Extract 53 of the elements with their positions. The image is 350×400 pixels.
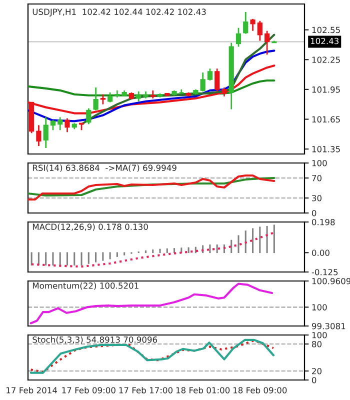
candlestick (36, 124, 42, 147)
chart-title: MACD(12,26,9) 0.178 0.130 (32, 224, 148, 231)
y-tick-label: 102.25 (312, 56, 340, 63)
y-tick-label: 30 (312, 194, 322, 202)
candlestick (43, 116, 48, 149)
candlestick (107, 92, 113, 104)
candlestick (207, 68, 213, 82)
y-tick-label: 100 (312, 160, 327, 166)
candlestick (264, 30, 270, 56)
y-tick-label: 80 (312, 340, 322, 348)
y-tick-label: 101.35 (312, 146, 340, 152)
y-tick-label: 0 (312, 210, 316, 216)
line-series (80, 34, 276, 126)
y-tick-label: 100 (312, 332, 327, 338)
x-tick-label: 17 Feb 17:00 (119, 386, 173, 394)
y-tick-label: 0.198 (312, 218, 335, 226)
x-tick-label: 18 Feb 09:00 (233, 386, 287, 394)
candlestick (64, 118, 70, 133)
y-tick-label: 70 (312, 174, 322, 182)
y-tick-label: 100 (312, 304, 327, 310)
line-series (28, 176, 276, 197)
candlestick (50, 120, 56, 131)
line-series (28, 174, 276, 201)
x-tick-label: 17 Feb 2014 (6, 386, 58, 394)
candlestick (257, 20, 262, 42)
candlestick (86, 108, 92, 125)
candlestick (93, 86, 98, 111)
line-series (30, 231, 276, 268)
y-tick-label: -0.125 (312, 268, 338, 276)
candlestick (200, 72, 206, 92)
y-tick-label: 0 (312, 376, 316, 384)
x-tick-label: 18 Feb 01:00 (176, 386, 230, 394)
y-tick-label: 102.55 (312, 26, 340, 34)
chart-title: Momentum(22) 100.5201 (32, 282, 138, 290)
x-tick-label: 17 Feb 09:00 (62, 386, 116, 394)
text: USDJPY,H1 102.42 102.44 102.42 102.43 (32, 8, 206, 16)
ref-line-label: 102.43 (310, 38, 339, 44)
line-series (30, 282, 274, 324)
y-tick-label: 101.95 (312, 86, 340, 93)
y-tick-label: 101.65 (312, 116, 340, 123)
candlestick (136, 90, 142, 102)
candlestick (214, 68, 220, 92)
candlestick (250, 18, 256, 32)
chart-title: RSI(14) 63.8684 ->MA(7) 69.9949 (32, 164, 176, 172)
y-tick-label: 20 (312, 368, 322, 374)
candlestick (243, 11, 248, 34)
line-series (28, 79, 276, 96)
chart-title: Stoch(5,3,3) 54.8913 70.9096 (32, 336, 158, 344)
y-tick-label: 0.00 (312, 250, 330, 256)
candlestick (100, 94, 106, 106)
candlestick (236, 27, 242, 48)
candlestick (58, 116, 63, 131)
y-tick-label: 99.3081 (312, 322, 346, 330)
